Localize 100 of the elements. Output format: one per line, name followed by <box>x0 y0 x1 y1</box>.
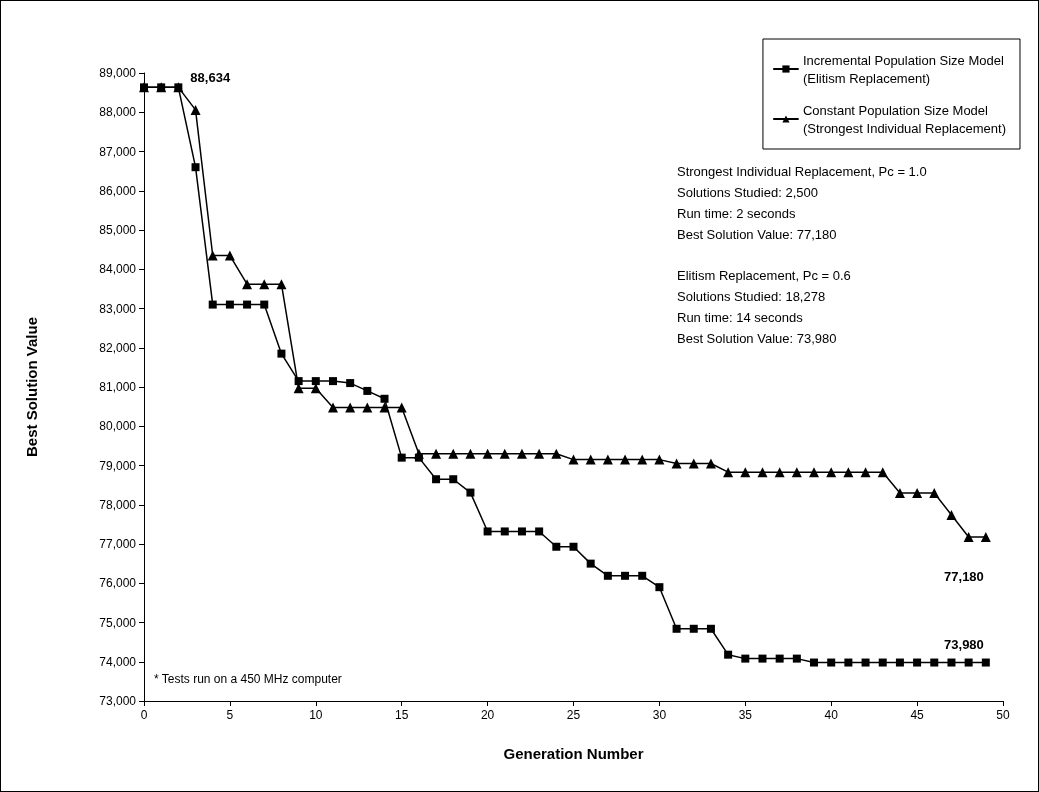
y-tick-label: 83,000 <box>99 301 137 316</box>
point <box>706 624 715 633</box>
point <box>224 250 235 261</box>
point <box>517 527 526 536</box>
annotation: Elitism Replacement, Pc = 0.6 Solutions Studied: 18,278 Run time: 14 seconds Best Solution Value: 73,980 <box>677 268 851 346</box>
point <box>380 394 389 403</box>
point <box>362 402 373 413</box>
point <box>809 467 820 478</box>
point <box>516 448 527 459</box>
point <box>208 300 217 309</box>
y-tick-label: 76,000 <box>99 576 137 591</box>
point <box>637 454 648 465</box>
y-tick-label: 87,000 <box>99 144 137 159</box>
point <box>827 658 836 667</box>
y-tick-label: 73,000 <box>99 694 137 708</box>
x-tick-label: 40 <box>824 708 839 722</box>
point <box>466 488 475 497</box>
point <box>483 527 492 536</box>
point <box>327 402 338 413</box>
x-tick-label: 45 <box>910 708 925 722</box>
point <box>774 467 785 478</box>
x-tick-label: 20 <box>480 708 495 722</box>
point <box>688 458 699 469</box>
x-tick-label: 35 <box>738 708 753 722</box>
point <box>345 402 356 413</box>
y-tick-label: 80,000 <box>99 419 137 434</box>
point <box>190 104 201 115</box>
point <box>705 458 716 469</box>
point <box>860 467 871 478</box>
point <box>294 377 303 386</box>
point <box>964 658 973 667</box>
point <box>913 658 922 667</box>
point <box>723 467 734 478</box>
x-tick-label: 10 <box>309 708 323 722</box>
x-tick-label: 50 <box>996 708 1010 722</box>
point <box>277 349 286 358</box>
point <box>930 658 939 667</box>
point <box>259 279 270 290</box>
point <box>895 658 904 667</box>
point <box>346 379 355 388</box>
point <box>878 658 887 667</box>
point <box>963 531 974 542</box>
point <box>397 453 406 462</box>
x-tick-label: 5 <box>226 708 234 722</box>
y-tick-label: 85,000 <box>99 223 137 237</box>
point <box>535 527 544 536</box>
point <box>654 454 665 465</box>
legend-label: Constant Population Size Model (Strongest Individual Replacement) <box>802 102 1007 136</box>
point <box>311 377 320 386</box>
y-tick-label: 81,000 <box>99 380 137 394</box>
point <box>655 583 664 592</box>
point <box>276 279 287 290</box>
point <box>413 448 424 459</box>
point <box>260 300 269 309</box>
point <box>602 454 613 465</box>
point <box>810 658 819 667</box>
point <box>328 377 337 386</box>
point <box>912 487 923 498</box>
data-label: 88,634 <box>190 69 231 85</box>
point <box>363 386 372 395</box>
point <box>980 531 991 542</box>
point <box>552 542 561 551</box>
y-tick-label: 77,000 <box>99 537 137 551</box>
point <box>724 650 733 659</box>
point <box>672 624 681 633</box>
point <box>243 300 252 309</box>
y-axis-title: Best Solution Value <box>23 316 40 458</box>
y-tick-label: 78,000 <box>99 497 137 512</box>
point <box>603 571 612 580</box>
point <box>757 467 768 478</box>
point <box>671 458 682 469</box>
x-tick-label: 15 <box>395 708 409 722</box>
point <box>947 658 956 667</box>
point <box>929 487 940 498</box>
point <box>534 448 545 459</box>
annotation: * Tests run on a 450 MHz computer <box>154 672 342 686</box>
annotation: Strongest Individual Replacement, Pc = 1.0 Solutions Studied: 2,500 Run time: 2 seconds Best Solution Value: 77,180 <box>677 164 927 242</box>
point <box>586 559 595 568</box>
point <box>569 542 578 551</box>
point <box>396 402 407 413</box>
y-tick-label: 79,000 <box>99 458 137 473</box>
x-axis-title: Generation Number <box>503 745 644 762</box>
point <box>551 448 562 459</box>
data-label: 73,980 <box>944 637 984 653</box>
point <box>775 654 784 663</box>
point <box>482 448 493 459</box>
point <box>844 658 853 667</box>
point <box>225 300 234 309</box>
x-tick-label: 30 <box>652 708 667 722</box>
point <box>499 448 510 459</box>
point <box>792 654 801 663</box>
point <box>191 163 200 172</box>
point <box>791 467 802 478</box>
point <box>431 448 442 459</box>
y-tick-label: 75,000 <box>99 615 137 630</box>
point <box>877 467 888 478</box>
point <box>620 454 631 465</box>
y-tick-label: 84,000 <box>99 262 137 277</box>
point <box>826 467 837 478</box>
x-tick-label: 0 <box>140 708 148 722</box>
